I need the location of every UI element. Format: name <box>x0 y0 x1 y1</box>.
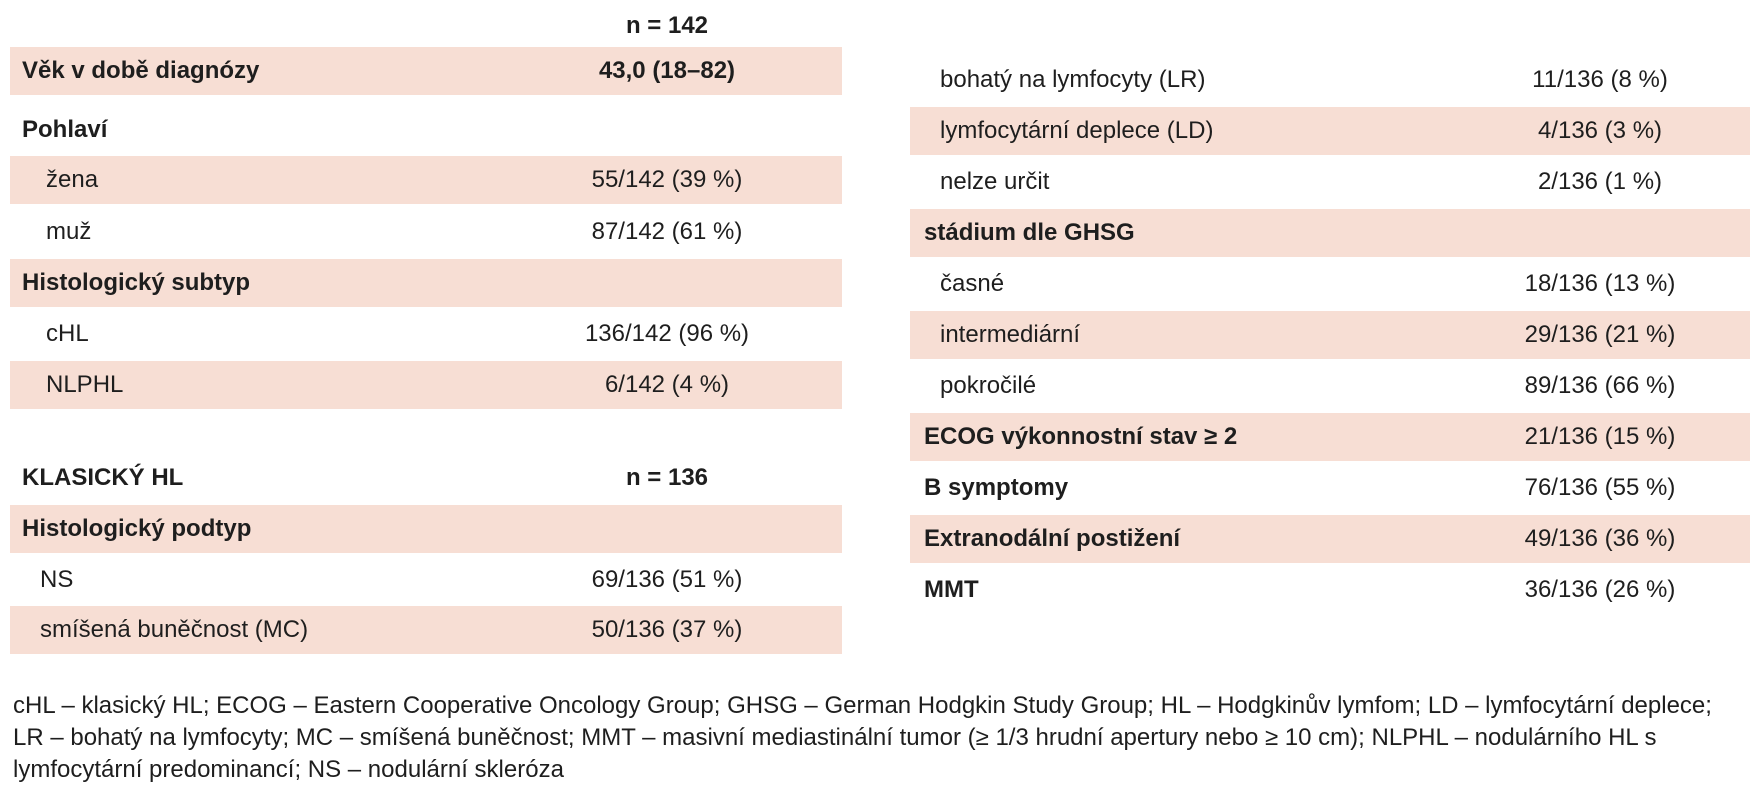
row-label: MMT <box>924 576 979 603</box>
left-table-n-header: n = 142 <box>625 12 709 39</box>
row-value: 18/136 (13 %) <box>1524 270 1676 297</box>
classic-hl-n-header: n = 136 <box>625 464 709 491</box>
table-row: muž 87/142 (61 %) <box>10 208 842 256</box>
row-label: muž <box>46 218 92 245</box>
table-header-row: KLASICKÝ HL n = 136 <box>10 454 842 502</box>
table-row: NS 69/136 (51 %) <box>10 556 842 604</box>
table-row: intermediární 29/136 (21 %) <box>910 311 1750 359</box>
row-label: stádium dle GHSG <box>924 219 1135 246</box>
row-value: 4/136 (3 %) <box>1537 117 1663 144</box>
row-value: 69/136 (51 %) <box>591 566 743 593</box>
row-value: 29/136 (21 %) <box>1524 321 1676 348</box>
row-value: 55/142 (39 %) <box>591 166 743 193</box>
row-label: NS <box>40 566 74 593</box>
row-label: ECOG výkonnostní stav ≥ 2 <box>924 423 1238 450</box>
row-value: 6/142 (4 %) <box>604 371 730 398</box>
table-row: B symptomy 76/136 (55 %) <box>910 464 1750 512</box>
row-value: 2/136 (1 %) <box>1537 168 1663 195</box>
table-row: cHL 136/142 (96 %) <box>10 310 842 358</box>
table-row: stádium dle GHSG <box>910 209 1750 257</box>
table-row: NLPHL 6/142 (4 %) <box>10 361 842 409</box>
table-row: ECOG výkonnostní stav ≥ 2 21/136 (15 %) <box>910 413 1750 461</box>
row-value: 89/136 (66 %) <box>1524 372 1676 399</box>
row-value: 49/136 (36 %) <box>1524 525 1676 552</box>
row-label: Histologický podtyp <box>22 515 252 542</box>
row-label: Extranodální postižení <box>924 525 1181 552</box>
row-label: cHL <box>46 320 89 347</box>
row-value: 87/142 (61 %) <box>591 218 743 245</box>
table-row: Extranodální postižení 49/136 (36 %) <box>910 515 1750 563</box>
table-row: Histologický subtyp <box>10 259 842 307</box>
row-label: časné <box>940 270 1005 297</box>
row-label: smíšená buněčnost (MC) <box>40 616 309 643</box>
row-value: 36/136 (26 %) <box>1524 576 1676 603</box>
table-row: smíšená buněčnost (MC) 50/136 (37 %) <box>10 606 842 654</box>
row-label: Histologický subtyp <box>22 269 251 296</box>
row-label: lymfocytární deplece (LD) <box>940 117 1214 144</box>
table-row: Histologický podtyp <box>10 505 842 553</box>
table-row: Věk v době diagnózy 43,0 (18–82) <box>10 47 842 95</box>
row-label: B symptomy <box>924 474 1069 501</box>
table-row: nelze určit 2/136 (1 %) <box>910 158 1750 206</box>
row-value: 11/136 (8 %) <box>1532 66 1668 93</box>
row-label: nelze určit <box>940 168 1050 195</box>
row-value: 21/136 (15 %) <box>1524 423 1676 450</box>
row-label: Věk v době diagnózy <box>22 57 260 84</box>
classic-hl-title: KLASICKÝ HL <box>22 464 184 491</box>
table-row: časné 18/136 (13 %) <box>910 260 1750 308</box>
table-row: lymfocytární deplece (LD) 4/136 (3 %) <box>910 107 1750 155</box>
table-row: pokročilé 89/136 (66 %) <box>910 362 1750 410</box>
row-label: NLPHL <box>46 371 124 398</box>
row-value: 76/136 (55 %) <box>1524 474 1676 501</box>
row-label: bohatý na lymfocyty (LR) <box>940 66 1206 93</box>
row-label: pokročilé <box>940 372 1037 399</box>
row-value: 50/136 (37 %) <box>591 616 743 643</box>
row-value: 136/142 (96 %) <box>584 320 750 347</box>
table-footnote: cHL – klasický HL; ECOG – Eastern Cooper… <box>13 692 1712 783</box>
row-label: Pohlaví <box>22 116 108 143</box>
row-value: 43,0 (18–82) <box>598 57 736 84</box>
table-row: žena 55/142 (39 %) <box>10 156 842 204</box>
table-row: Pohlaví <box>10 106 842 154</box>
table-row: bohatý na lymfocyty (LR) 11/136 (8 %) <box>910 56 1750 104</box>
row-label: intermediární <box>940 321 1081 348</box>
row-label: žena <box>46 166 99 193</box>
table-row: MMT 36/136 (26 %) <box>910 566 1750 614</box>
